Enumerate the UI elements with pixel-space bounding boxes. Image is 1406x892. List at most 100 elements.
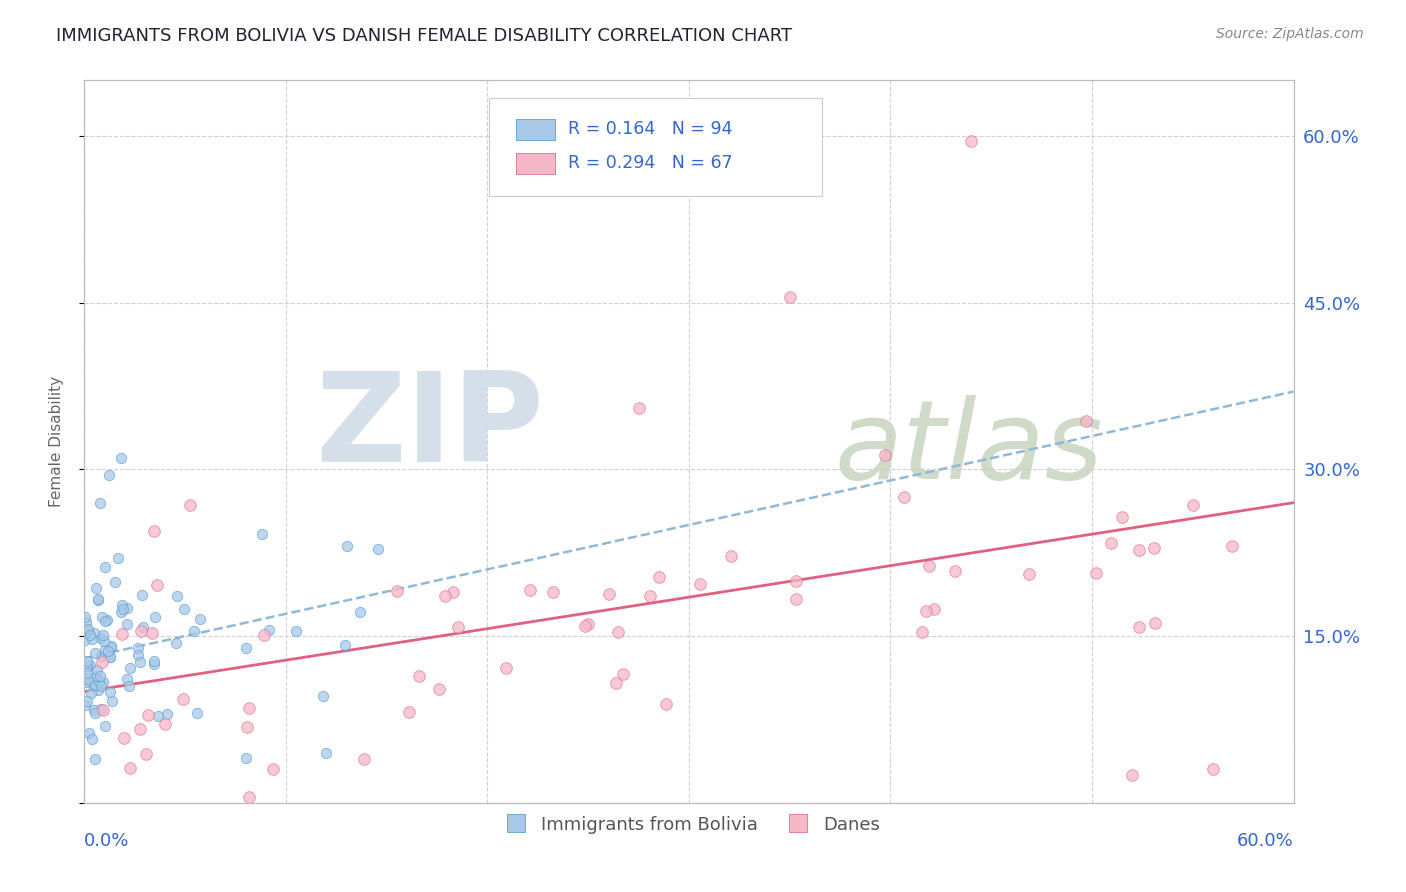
Point bbox=[495, 661, 517, 675]
Point bbox=[398, 705, 420, 719]
Point bbox=[80, 732, 103, 747]
Point bbox=[576, 616, 599, 631]
Point bbox=[873, 448, 896, 462]
Point bbox=[90, 631, 112, 645]
Point bbox=[83, 646, 105, 660]
Point bbox=[90, 702, 112, 716]
Point bbox=[90, 680, 112, 694]
Point bbox=[115, 673, 138, 687]
Point bbox=[1099, 536, 1122, 550]
Point bbox=[186, 706, 208, 721]
Point bbox=[648, 570, 671, 584]
Point bbox=[785, 574, 807, 588]
Text: R = 0.164   N = 94: R = 0.164 N = 94 bbox=[568, 120, 733, 138]
Point bbox=[96, 613, 118, 627]
Point bbox=[129, 655, 152, 669]
Point bbox=[75, 698, 97, 712]
Point bbox=[118, 761, 141, 775]
Point bbox=[118, 661, 141, 675]
Point bbox=[115, 600, 138, 615]
Point bbox=[598, 587, 620, 601]
Point bbox=[155, 717, 177, 731]
Point bbox=[87, 592, 110, 607]
Point bbox=[238, 700, 260, 714]
Point bbox=[606, 624, 628, 639]
Point bbox=[312, 690, 335, 704]
Point bbox=[112, 731, 135, 746]
Point bbox=[156, 707, 179, 722]
Point bbox=[83, 752, 105, 766]
Point bbox=[75, 632, 97, 647]
Point bbox=[235, 640, 257, 655]
Point bbox=[110, 451, 132, 466]
Point bbox=[83, 704, 105, 718]
Point bbox=[146, 577, 169, 591]
Point bbox=[87, 683, 110, 698]
Point bbox=[349, 605, 371, 619]
Point bbox=[284, 624, 307, 638]
Point bbox=[76, 659, 98, 673]
Point bbox=[91, 675, 114, 690]
Point bbox=[1128, 543, 1150, 558]
Bar bbox=[516, 119, 555, 140]
Point bbox=[84, 678, 107, 692]
Point bbox=[173, 602, 195, 616]
Point bbox=[97, 644, 120, 658]
Text: IMMIGRANTS FROM BOLIVIA VS DANISH FEMALE DISABILITY CORRELATION CHART: IMMIGRANTS FROM BOLIVIA VS DANISH FEMALE… bbox=[56, 27, 793, 45]
Point bbox=[142, 524, 165, 538]
Point bbox=[89, 669, 111, 683]
Point bbox=[127, 640, 149, 655]
Point bbox=[98, 685, 121, 699]
Point bbox=[111, 598, 134, 612]
Point bbox=[1111, 509, 1133, 524]
Point bbox=[720, 549, 742, 564]
Point bbox=[98, 650, 121, 665]
Point bbox=[250, 527, 273, 541]
Point bbox=[75, 609, 97, 624]
Point bbox=[333, 638, 356, 652]
Text: Source: ZipAtlas.com: Source: ZipAtlas.com bbox=[1216, 27, 1364, 41]
Point bbox=[183, 624, 205, 638]
Point bbox=[253, 628, 276, 642]
Point bbox=[262, 762, 284, 776]
Point bbox=[91, 703, 114, 717]
Point bbox=[86, 664, 108, 678]
Point bbox=[128, 722, 150, 736]
Point bbox=[98, 650, 121, 665]
Point bbox=[259, 623, 281, 637]
Point bbox=[132, 620, 155, 634]
Point bbox=[638, 589, 661, 603]
Point bbox=[77, 726, 100, 740]
Point bbox=[136, 707, 159, 722]
Point bbox=[427, 682, 450, 697]
Point bbox=[101, 694, 124, 708]
Point bbox=[1085, 566, 1108, 580]
Point bbox=[118, 679, 141, 693]
Point bbox=[179, 499, 201, 513]
Point bbox=[1202, 763, 1225, 777]
Text: R = 0.294   N = 67: R = 0.294 N = 67 bbox=[568, 154, 733, 172]
Point bbox=[131, 588, 153, 602]
Point bbox=[143, 609, 166, 624]
Point bbox=[914, 604, 936, 618]
Point bbox=[87, 592, 110, 607]
Point bbox=[93, 614, 115, 628]
Point bbox=[574, 619, 596, 633]
Point bbox=[75, 674, 97, 689]
Point bbox=[97, 467, 120, 482]
Point bbox=[238, 790, 260, 805]
Text: 60.0%: 60.0% bbox=[1237, 831, 1294, 850]
Point bbox=[104, 574, 127, 589]
Text: 0.0%: 0.0% bbox=[84, 831, 129, 850]
Point bbox=[236, 720, 259, 734]
Point bbox=[433, 589, 456, 603]
Point bbox=[612, 667, 634, 681]
Point bbox=[93, 634, 115, 648]
Point bbox=[76, 694, 98, 708]
Point bbox=[127, 648, 149, 663]
Point bbox=[86, 581, 108, 595]
Point bbox=[83, 625, 105, 640]
Point bbox=[785, 592, 807, 607]
Point bbox=[79, 627, 101, 641]
Point bbox=[107, 550, 129, 565]
